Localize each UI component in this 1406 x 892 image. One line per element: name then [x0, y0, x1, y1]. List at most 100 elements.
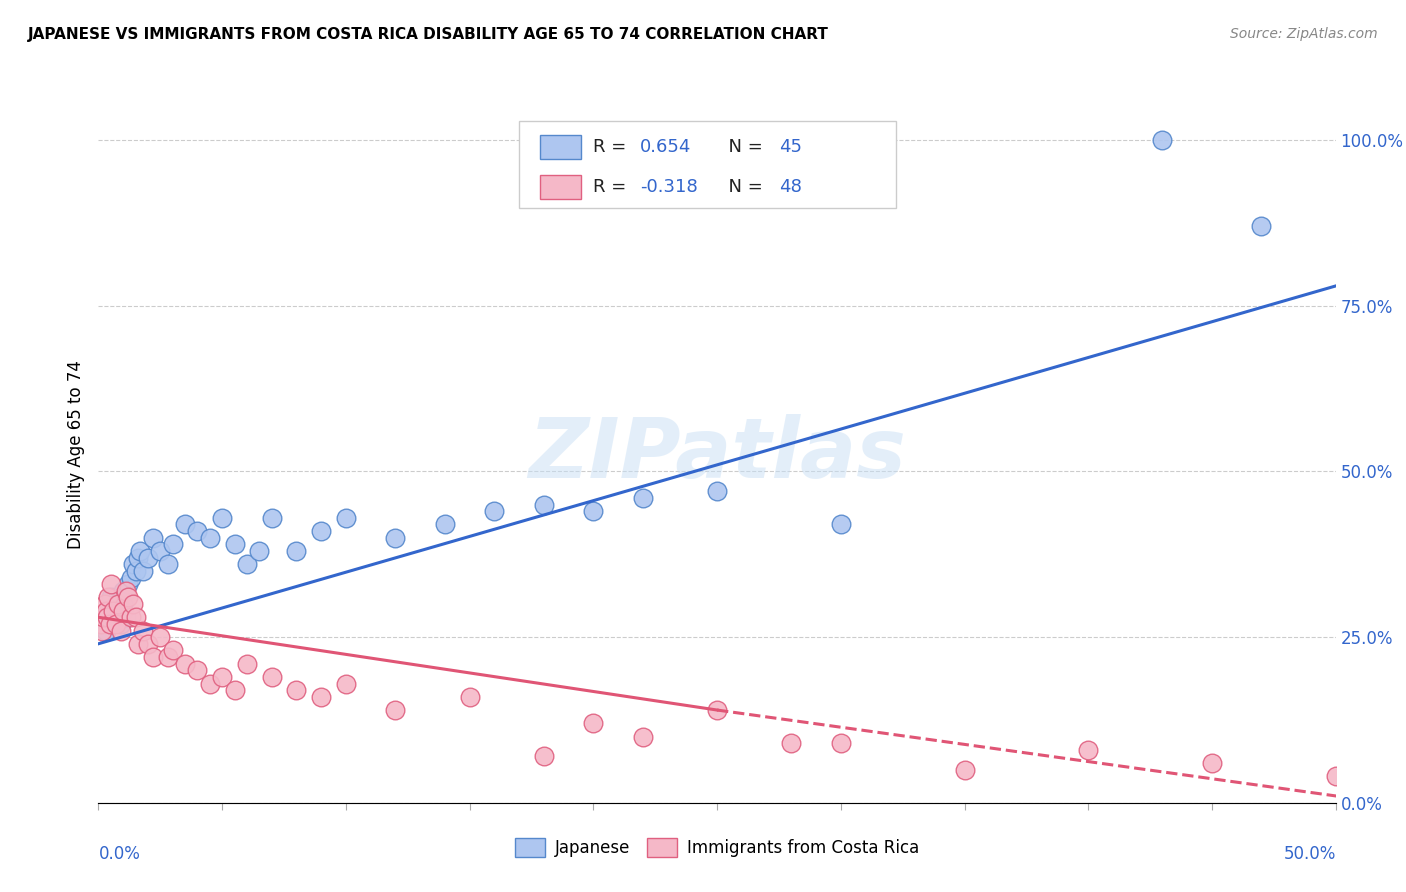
Point: [156, 650, 179, 665]
Point: [149, 544, 172, 558]
Point: [114, 583, 136, 598]
Point: [186, 663, 208, 677]
Point: [93, 597, 115, 611]
Point: [224, 537, 246, 551]
Point: [582, 716, 605, 731]
Point: [98, 616, 121, 631]
Point: [122, 558, 145, 572]
Point: [107, 597, 129, 611]
Point: [260, 511, 283, 525]
Point: [1201, 756, 1223, 770]
Point: [1250, 219, 1272, 234]
Point: [198, 531, 221, 545]
Point: [97, 604, 120, 618]
Point: [94, 604, 117, 618]
Point: [112, 583, 135, 598]
Point: [384, 703, 406, 717]
Y-axis label: Disability Age 65 to 74: Disability Age 65 to 74: [67, 360, 86, 549]
Point: [335, 676, 357, 690]
Point: [149, 630, 172, 644]
Point: [186, 524, 208, 538]
Point: [142, 650, 165, 665]
FancyBboxPatch shape: [540, 175, 581, 200]
Point: [142, 531, 165, 545]
Text: ZIPatlas: ZIPatlas: [529, 415, 905, 495]
FancyBboxPatch shape: [540, 135, 581, 160]
Point: [104, 616, 127, 631]
Point: [120, 610, 142, 624]
Text: Source: ZipAtlas.com: Source: ZipAtlas.com: [1230, 27, 1378, 41]
Point: [335, 511, 357, 525]
Point: [93, 616, 115, 631]
Text: -0.318: -0.318: [640, 178, 699, 196]
Point: [110, 624, 132, 638]
Point: [433, 517, 456, 532]
Point: [129, 544, 152, 558]
Point: [136, 637, 159, 651]
Point: [174, 517, 197, 532]
Point: [953, 763, 976, 777]
Point: [117, 577, 139, 591]
Point: [100, 591, 122, 605]
Point: [162, 537, 184, 551]
Point: [104, 597, 127, 611]
Point: [90, 616, 112, 631]
Text: 45: 45: [779, 138, 801, 156]
Point: [1152, 133, 1174, 147]
Point: [706, 703, 728, 717]
Point: [211, 511, 233, 525]
Text: N =: N =: [717, 178, 769, 196]
Legend: Japanese, Immigrants from Costa Rica: Japanese, Immigrants from Costa Rica: [508, 831, 927, 864]
Text: 50.0%: 50.0%: [1284, 845, 1336, 863]
Point: [285, 544, 308, 558]
Point: [110, 616, 132, 631]
Point: [236, 657, 259, 671]
Point: [533, 498, 555, 512]
Point: [236, 558, 259, 572]
Point: [780, 736, 803, 750]
Point: [132, 564, 155, 578]
Point: [124, 564, 146, 578]
Text: R =: R =: [593, 178, 633, 196]
Point: [631, 730, 654, 744]
Point: [830, 736, 852, 750]
Point: [100, 577, 122, 591]
Point: [120, 570, 142, 584]
Point: [114, 610, 136, 624]
Point: [103, 604, 125, 618]
FancyBboxPatch shape: [519, 121, 897, 208]
Point: [384, 531, 406, 545]
Text: JAPANESE VS IMMIGRANTS FROM COSTA RICA DISABILITY AGE 65 TO 74 CORRELATION CHART: JAPANESE VS IMMIGRANTS FROM COSTA RICA D…: [28, 27, 830, 42]
Point: [127, 550, 149, 565]
Point: [309, 690, 332, 704]
Point: [309, 524, 332, 538]
Point: [582, 504, 605, 518]
Point: [124, 610, 146, 624]
Point: [127, 637, 149, 651]
Point: [94, 624, 117, 638]
Point: [198, 676, 221, 690]
Point: [830, 517, 852, 532]
Point: [103, 610, 125, 624]
Point: [174, 657, 197, 671]
Point: [107, 604, 129, 618]
Text: 0.0%: 0.0%: [98, 845, 141, 863]
Point: [631, 491, 654, 505]
Point: [96, 610, 118, 624]
Text: 0.654: 0.654: [640, 138, 692, 156]
Point: [224, 683, 246, 698]
Text: R =: R =: [593, 138, 633, 156]
Point: [458, 690, 481, 704]
Point: [156, 558, 179, 572]
Point: [533, 749, 555, 764]
Point: [260, 670, 283, 684]
Point: [100, 610, 122, 624]
Point: [117, 591, 139, 605]
Point: [1324, 769, 1347, 783]
Point: [112, 597, 135, 611]
Text: 48: 48: [779, 178, 801, 196]
Point: [484, 504, 506, 518]
Point: [247, 544, 270, 558]
Point: [93, 610, 115, 624]
Point: [162, 643, 184, 657]
